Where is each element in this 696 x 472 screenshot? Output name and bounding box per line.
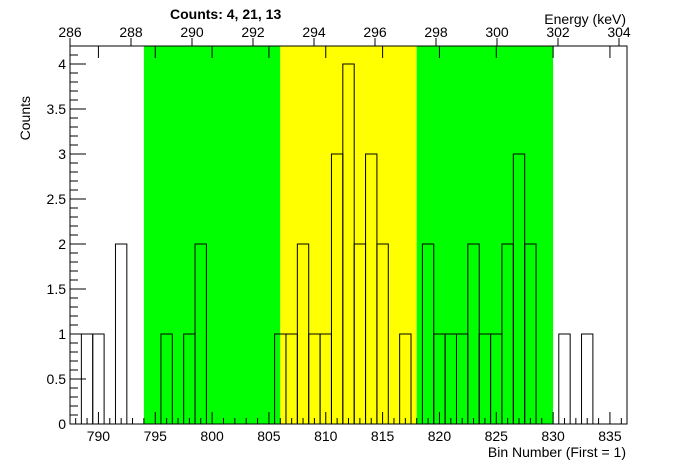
- energy-axis: 286 288 290 292 294 296 298 300 302 304: [58, 24, 631, 46]
- y-tick-label: 1.5: [47, 281, 67, 297]
- x-tick-label: 835: [598, 428, 622, 444]
- region-1: [280, 46, 417, 424]
- x-tick-label: 830: [541, 428, 565, 444]
- x-tick-label: 800: [200, 428, 224, 444]
- x-axis-title: Bin Number (First = 1): [488, 444, 626, 460]
- bar-bin-831: [558, 333, 571, 425]
- energy-tick-label: 290: [180, 24, 204, 40]
- energy-tick-label: 292: [241, 24, 265, 40]
- y-tick-label: 3: [58, 146, 66, 162]
- y-tick-label: 2: [58, 236, 66, 252]
- energy-tick-label: 296: [363, 24, 387, 40]
- y-tick-label: 4: [58, 56, 66, 72]
- y-tick-label: 3.5: [47, 101, 67, 117]
- energy-axis-title: Energy (keV): [544, 11, 626, 27]
- x-tick-label: 820: [428, 428, 452, 444]
- region-2: [416, 46, 554, 424]
- energy-tick-label: 304: [607, 24, 631, 40]
- y-tick-label: 0.5: [47, 371, 67, 387]
- y-axis: 0 0.5 1 1.5 2 2.5 3 3.5 4: [47, 45, 86, 432]
- y-tick-label: 2.5: [47, 191, 67, 207]
- region-shading: [143, 46, 554, 424]
- x-tick-label: 795: [144, 428, 168, 444]
- x-tick-label: 805: [257, 428, 281, 444]
- bar-bin-833: [581, 333, 594, 425]
- x-tick-label: 810: [314, 428, 338, 444]
- y-axis-title: Counts: [17, 96, 33, 140]
- energy-tick-label: 302: [546, 24, 570, 40]
- energy-tick-label: 294: [302, 24, 326, 40]
- energy-tick-label: 300: [485, 24, 509, 40]
- x-tick-label: 825: [485, 428, 509, 444]
- y-tick-label: 1: [58, 326, 66, 342]
- y-tick-label: 0: [58, 416, 66, 432]
- x-tick-label: 790: [87, 428, 111, 444]
- x-tick-label: 815: [371, 428, 395, 444]
- region-0: [143, 46, 281, 424]
- energy-tick-label: 286: [58, 24, 82, 40]
- energy-tick-label: 298: [424, 24, 448, 40]
- chart-title: Counts: 4, 21, 13: [170, 6, 281, 22]
- bar-bin-792: [114, 243, 128, 425]
- x-axis: 790 795 800 805 810 815 820 825 830 835: [75, 46, 622, 444]
- bar-bin-790: [92, 333, 105, 425]
- energy-tick-label: 288: [119, 24, 143, 40]
